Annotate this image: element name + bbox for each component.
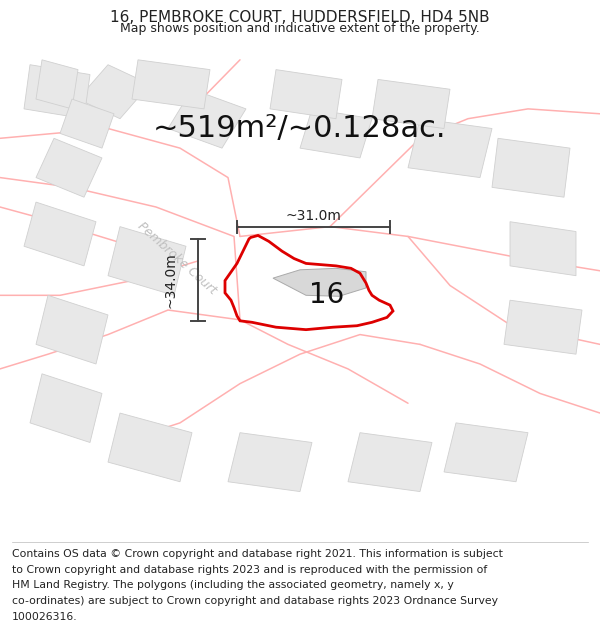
Polygon shape [168,89,246,148]
Text: ~34.0m: ~34.0m [164,253,178,309]
Polygon shape [492,138,570,198]
Polygon shape [408,119,492,178]
Polygon shape [30,374,102,442]
Polygon shape [228,432,312,491]
Text: Map shows position and indicative extent of the property.: Map shows position and indicative extent… [120,22,480,35]
Polygon shape [372,79,450,129]
Polygon shape [108,227,186,295]
Text: Contains OS data © Crown copyright and database right 2021. This information is : Contains OS data © Crown copyright and d… [12,549,503,559]
Polygon shape [24,202,96,266]
Text: co-ordinates) are subject to Crown copyright and database rights 2023 Ordnance S: co-ordinates) are subject to Crown copyr… [12,596,498,606]
Polygon shape [60,99,114,148]
Polygon shape [78,65,150,119]
Polygon shape [504,300,582,354]
Text: ~519m²/~0.128ac.: ~519m²/~0.128ac. [153,114,447,143]
Polygon shape [108,413,192,482]
Polygon shape [24,65,90,119]
Polygon shape [36,138,102,198]
Text: HM Land Registry. The polygons (including the associated geometry, namely x, y: HM Land Registry. The polygons (includin… [12,580,454,590]
Polygon shape [444,423,528,482]
Polygon shape [270,69,342,119]
Text: to Crown copyright and database rights 2023 and is reproduced with the permissio: to Crown copyright and database rights 2… [12,564,487,574]
Text: 100026316.: 100026316. [12,611,77,621]
Polygon shape [36,295,108,364]
Text: ~31.0m: ~31.0m [285,209,341,222]
Polygon shape [348,432,432,491]
Polygon shape [510,222,576,276]
Text: 16: 16 [310,281,344,309]
Text: 16, PEMBROKE COURT, HUDDERSFIELD, HD4 5NB: 16, PEMBROKE COURT, HUDDERSFIELD, HD4 5N… [110,10,490,25]
Polygon shape [36,60,78,109]
Polygon shape [273,268,366,296]
Polygon shape [300,109,372,158]
Polygon shape [132,60,210,109]
Text: Pembroke Court: Pembroke Court [135,220,219,298]
